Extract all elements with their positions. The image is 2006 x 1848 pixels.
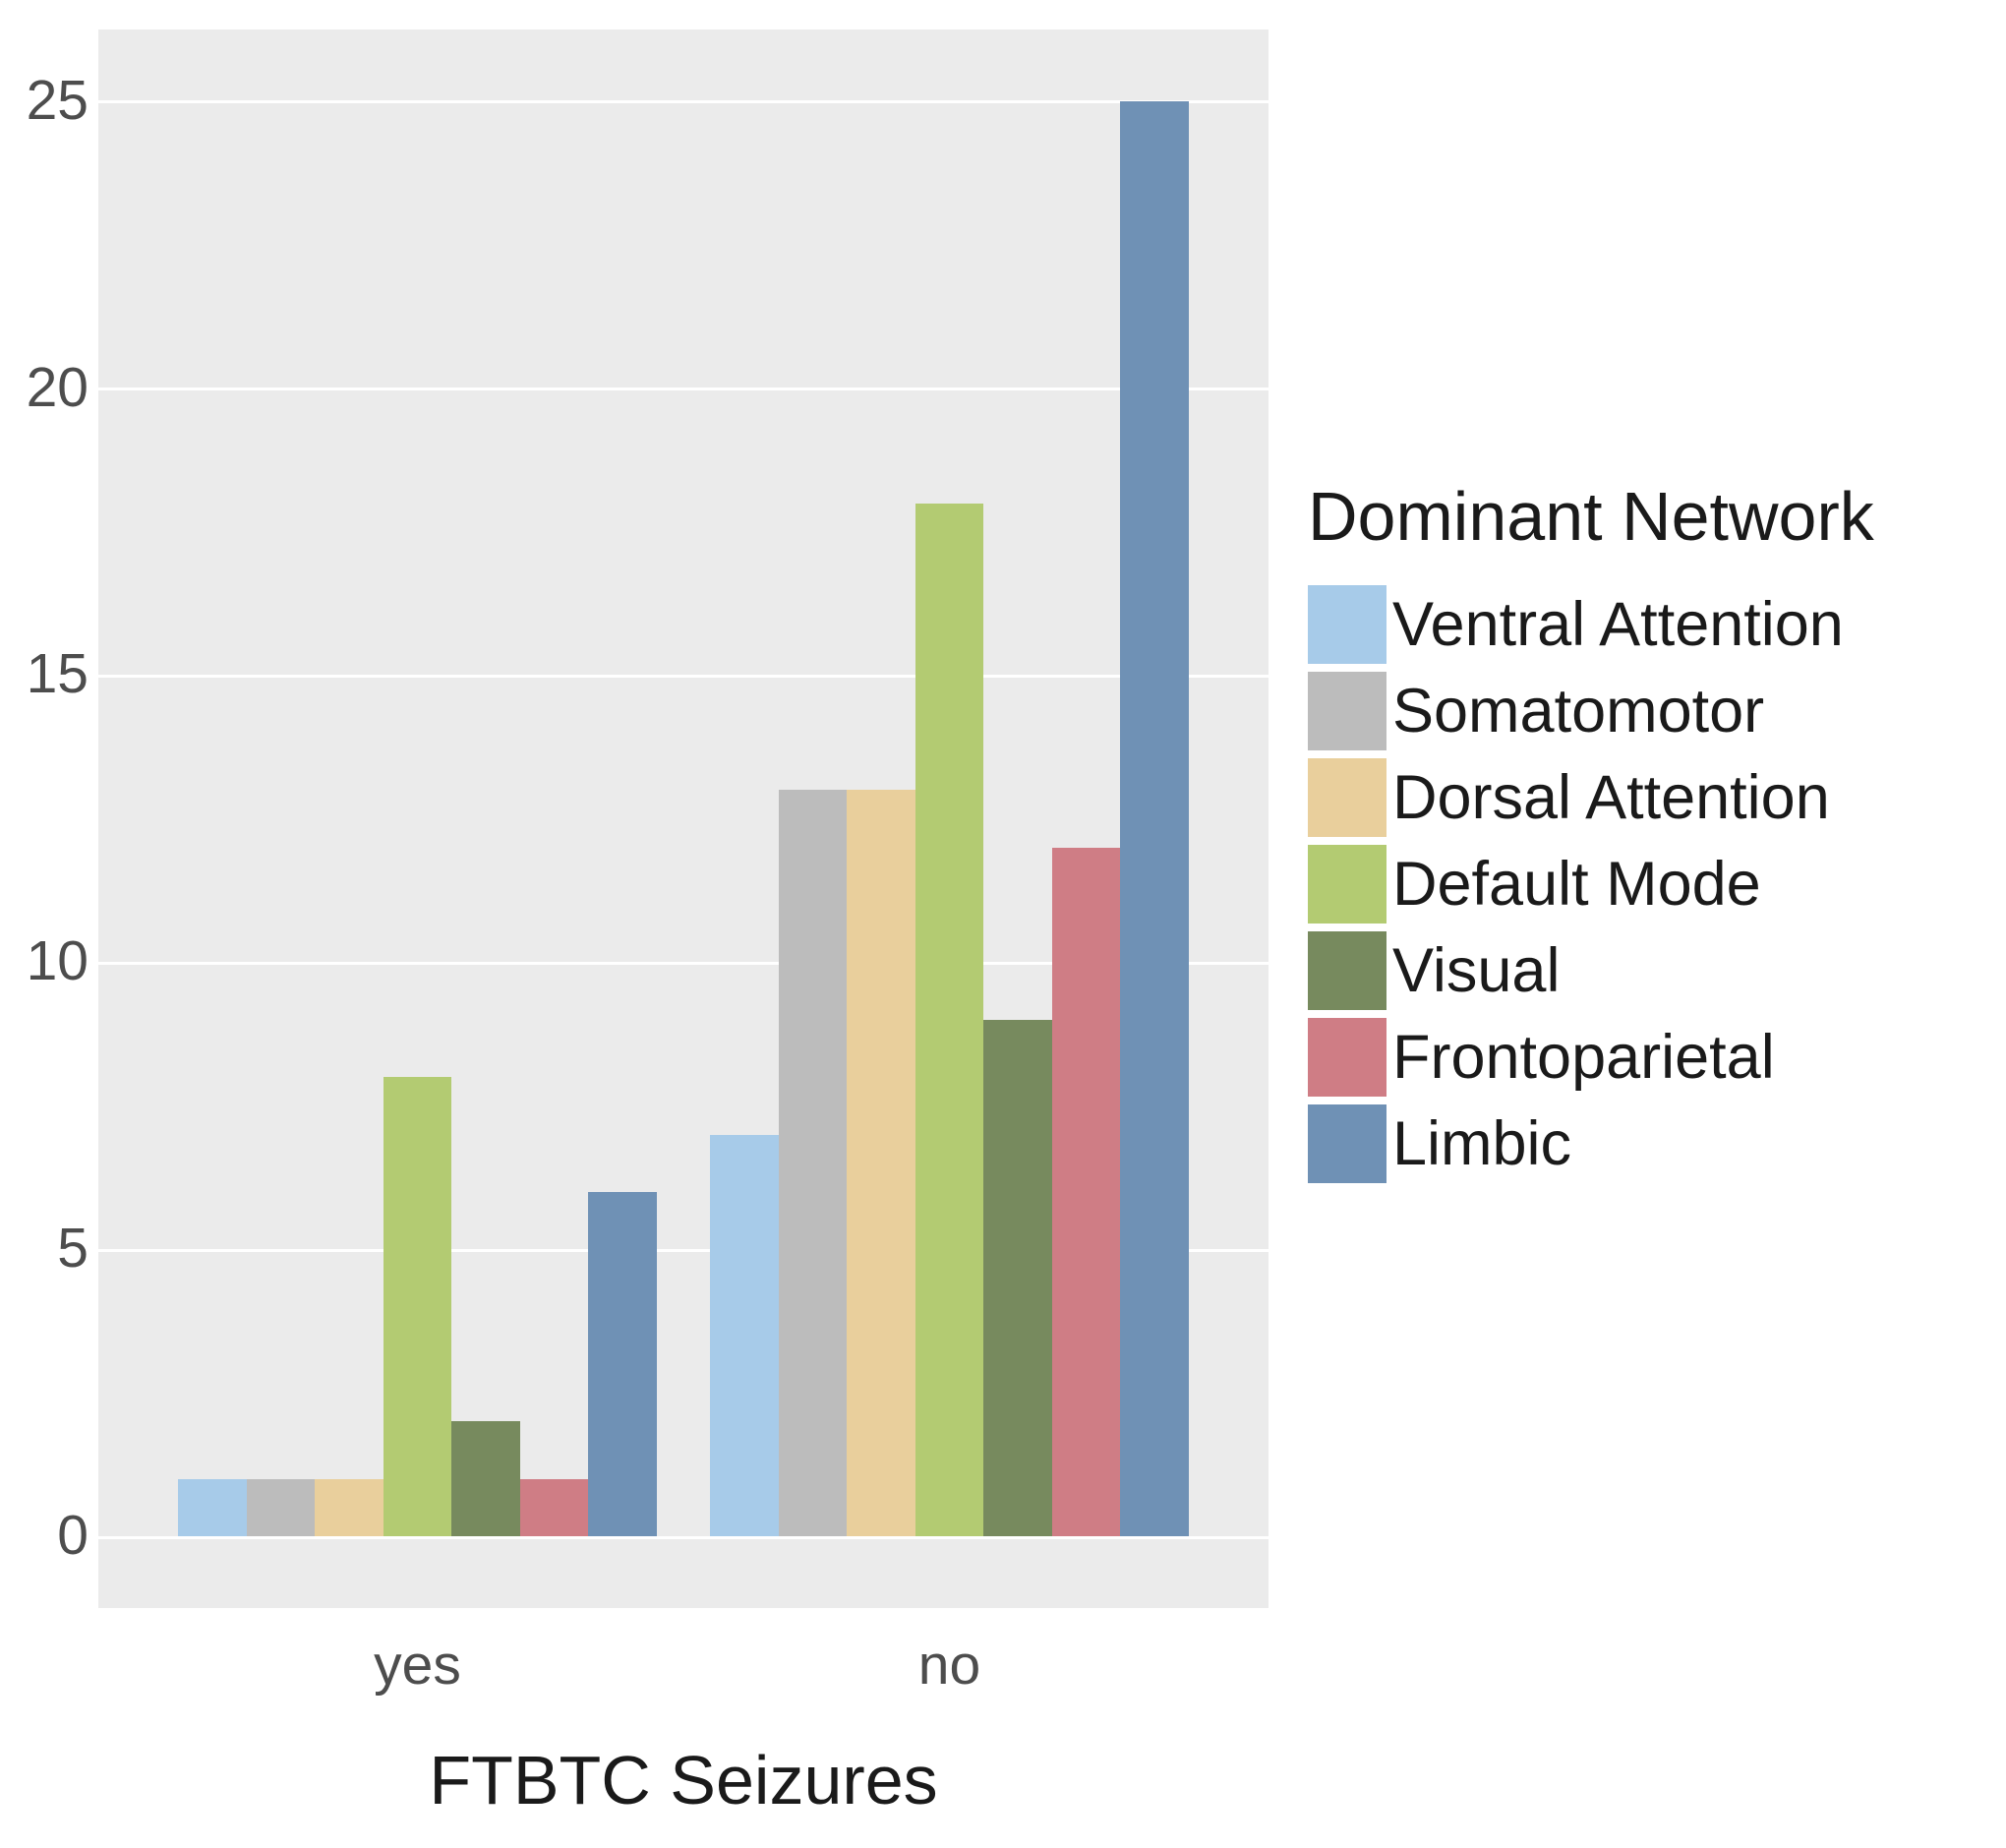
bar [315,1479,384,1536]
bar [983,1020,1052,1536]
y-tick-label: 15 [0,641,88,706]
bar [1052,848,1121,1536]
legend-label: Frontoparietal [1392,1022,1775,1093]
legend-label: Visual [1392,935,1560,1006]
x-tick-label: yes [374,1633,461,1698]
legend-swatch [1308,585,1386,664]
y-tick-label: 5 [0,1216,88,1281]
bar [520,1479,589,1536]
legend-item: Ventral Attention [1308,585,1874,664]
bar [710,1135,779,1537]
legend-item: Somatomotor [1308,672,1874,750]
legend-item: Visual [1308,931,1874,1010]
legend-swatch [1308,931,1386,1010]
grid-line [98,675,1268,678]
bar [451,1421,520,1536]
legend-key [1308,672,1386,750]
bar [1120,101,1189,1536]
legend-key [1308,758,1386,837]
bar [178,1479,247,1536]
bar [588,1192,657,1536]
legend-key [1308,1018,1386,1097]
bar [779,790,848,1536]
legend-label: Ventral Attention [1392,589,1844,660]
legend-label: Default Mode [1392,849,1761,920]
plot-panel [98,30,1268,1608]
legend-label: Somatomotor [1392,676,1764,746]
legend-swatch [1308,1018,1386,1097]
chart-figure: FTBTC Seizures Dominant Network Ventral … [0,0,2006,1848]
legend-label: Limbic [1392,1108,1571,1179]
x-tick-label: no [918,1633,980,1698]
legend-swatch [1308,672,1386,750]
bar [247,1479,316,1536]
legend-swatch [1308,845,1386,924]
legend-item: Dorsal Attention [1308,758,1874,837]
grid-line [98,387,1268,390]
legend-key [1308,845,1386,924]
y-tick-label: 0 [0,1503,88,1568]
bar [384,1077,452,1536]
bar [847,790,915,1536]
x-axis-title: FTBTC Seizures [429,1741,937,1819]
bar [915,504,984,1537]
legend-key [1308,1104,1386,1183]
y-tick-label: 25 [0,68,88,133]
legend-key [1308,931,1386,1010]
legend-swatch [1308,758,1386,837]
legend: Dominant Network Ventral Attention Somato… [1308,477,1874,1191]
legend-label: Dorsal Attention [1392,762,1830,833]
legend-key [1308,585,1386,664]
legend-item: Limbic [1308,1104,1874,1183]
y-tick-label: 10 [0,928,88,993]
legend-item: Frontoparietal [1308,1018,1874,1097]
grid-line [98,100,1268,103]
legend-title: Dominant Network [1308,477,1874,556]
y-tick-label: 20 [0,355,88,420]
legend-item: Default Mode [1308,845,1874,924]
legend-swatch [1308,1104,1386,1183]
